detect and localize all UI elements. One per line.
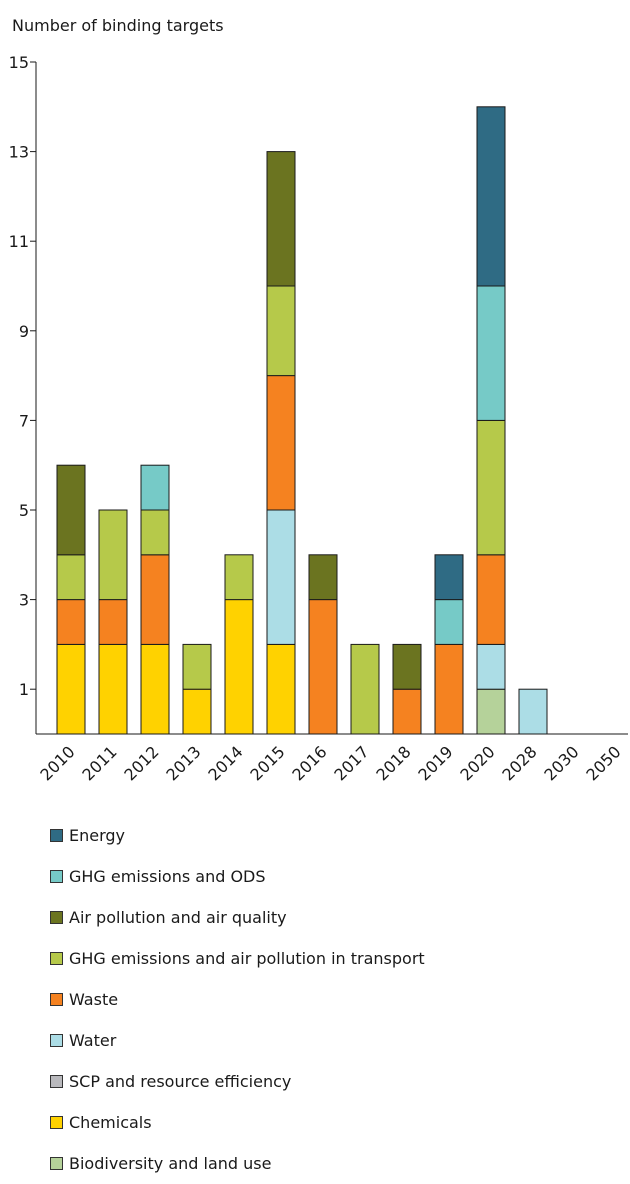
- legend-label: SCP and resource efficiency: [69, 1072, 292, 1091]
- x-tick-label: 2011: [78, 742, 120, 784]
- bar-segment: [476, 554, 506, 645]
- legend-label: Biodiversity and land use: [69, 1154, 272, 1173]
- legend-swatch: [50, 829, 63, 842]
- bar-segment: [266, 509, 296, 645]
- x-tick-label: 2016: [288, 742, 330, 784]
- y-tick-label: 5: [19, 501, 29, 520]
- bar-segment: [56, 643, 86, 735]
- bar-segment: [266, 375, 296, 511]
- bar-segment: [56, 464, 86, 556]
- legend-item: GHG emissions and ODS: [50, 856, 425, 897]
- bar-segment: [308, 554, 338, 601]
- bar-segment: [434, 554, 464, 601]
- legend-label: Waste: [69, 990, 119, 1009]
- bar-segment: [266, 643, 296, 735]
- bar-segment: [182, 688, 212, 735]
- x-tick-label: 2015: [246, 742, 288, 784]
- y-axis-label: Number of binding targets: [12, 16, 224, 35]
- bar-segment: [434, 643, 464, 735]
- x-tick-label: 2030: [540, 742, 582, 784]
- bar-segment: [392, 643, 422, 690]
- bar-segment: [476, 106, 506, 287]
- x-tick-label: 2010: [36, 742, 78, 784]
- x-tick-label: 2020: [456, 742, 498, 784]
- bar-segment: [476, 419, 506, 556]
- y-tick-label: 11: [9, 232, 29, 251]
- legend-swatch: [50, 952, 63, 965]
- bar-segment: [140, 464, 170, 511]
- legend-label: GHG emissions and ODS: [69, 867, 266, 886]
- bar-segment: [476, 285, 506, 421]
- bar-segment: [140, 643, 170, 735]
- legend-item: Waste: [50, 979, 425, 1020]
- legend-label: Water: [69, 1031, 117, 1050]
- legend-item: Water: [50, 1020, 425, 1061]
- legend-swatch: [50, 1157, 63, 1170]
- bar-segment: [224, 599, 254, 735]
- bar-segment: [98, 509, 128, 601]
- bars: [56, 106, 548, 735]
- legend-swatch: [50, 911, 63, 924]
- x-tick-label: 2018: [372, 742, 414, 784]
- legend: Energy GHG emissions and ODS Air pollution…: [50, 815, 425, 1184]
- legend-swatch: [50, 993, 63, 1006]
- bar-segment: [266, 151, 296, 287]
- legend-swatch: [50, 1075, 63, 1088]
- legend-label: Air pollution and air quality: [69, 908, 287, 927]
- bar-segment: [140, 509, 170, 556]
- bar-segment: [98, 599, 128, 645]
- y-tick-label: 3: [19, 591, 29, 610]
- legend-label: Energy: [69, 826, 126, 845]
- x-tick-label: 2012: [120, 742, 162, 784]
- bar-segment: [518, 688, 548, 735]
- bar-segment: [476, 643, 506, 690]
- bar-segment: [392, 688, 422, 735]
- x-tick-label: 2014: [204, 742, 246, 784]
- bar-segment: [266, 285, 296, 377]
- legend-item: Air pollution and air quality: [50, 897, 425, 938]
- y-tick-label: 7: [19, 411, 29, 430]
- legend-item: Energy: [50, 815, 425, 856]
- x-tick-label: 2017: [330, 742, 372, 784]
- legend-item: SCP and resource efficiency: [50, 1061, 425, 1102]
- bar-segment: [182, 643, 212, 690]
- legend-label: GHG emissions and air pollution in trans…: [69, 949, 425, 968]
- bar-segment: [476, 688, 506, 735]
- legend-item: GHG emissions and air pollution in trans…: [50, 938, 425, 979]
- y-tick-label: 1: [19, 680, 29, 699]
- legend-label: Chemicals: [69, 1113, 152, 1132]
- bar-segment: [56, 554, 86, 601]
- y-tick-label: 15: [9, 53, 29, 72]
- legend-swatch: [50, 1034, 63, 1047]
- bar-segment: [350, 643, 380, 735]
- bar-segment: [224, 554, 254, 601]
- x-tick-label: 2050: [582, 742, 624, 784]
- bar-segment: [56, 599, 86, 645]
- x-tick-label: 2019: [414, 742, 456, 784]
- x-ticks: 2010 2011 2012 2013 2014 2015 2016 2017 2018 2019…: [36, 742, 624, 784]
- legend-item: Biodiversity and land use: [50, 1143, 425, 1184]
- bar-segment: [140, 554, 170, 645]
- x-tick-label: 2028: [498, 742, 540, 784]
- y-tick-label: 9: [19, 322, 29, 341]
- bar-segment: [434, 599, 464, 645]
- legend-swatch: [50, 870, 63, 883]
- legend-swatch: [50, 1116, 63, 1129]
- bar-segment: [98, 643, 128, 735]
- legend-item: Chemicals: [50, 1102, 425, 1143]
- bar-segment: [308, 599, 338, 735]
- y-tick-label: 13: [9, 143, 29, 162]
- x-tick-label: 2013: [162, 742, 204, 784]
